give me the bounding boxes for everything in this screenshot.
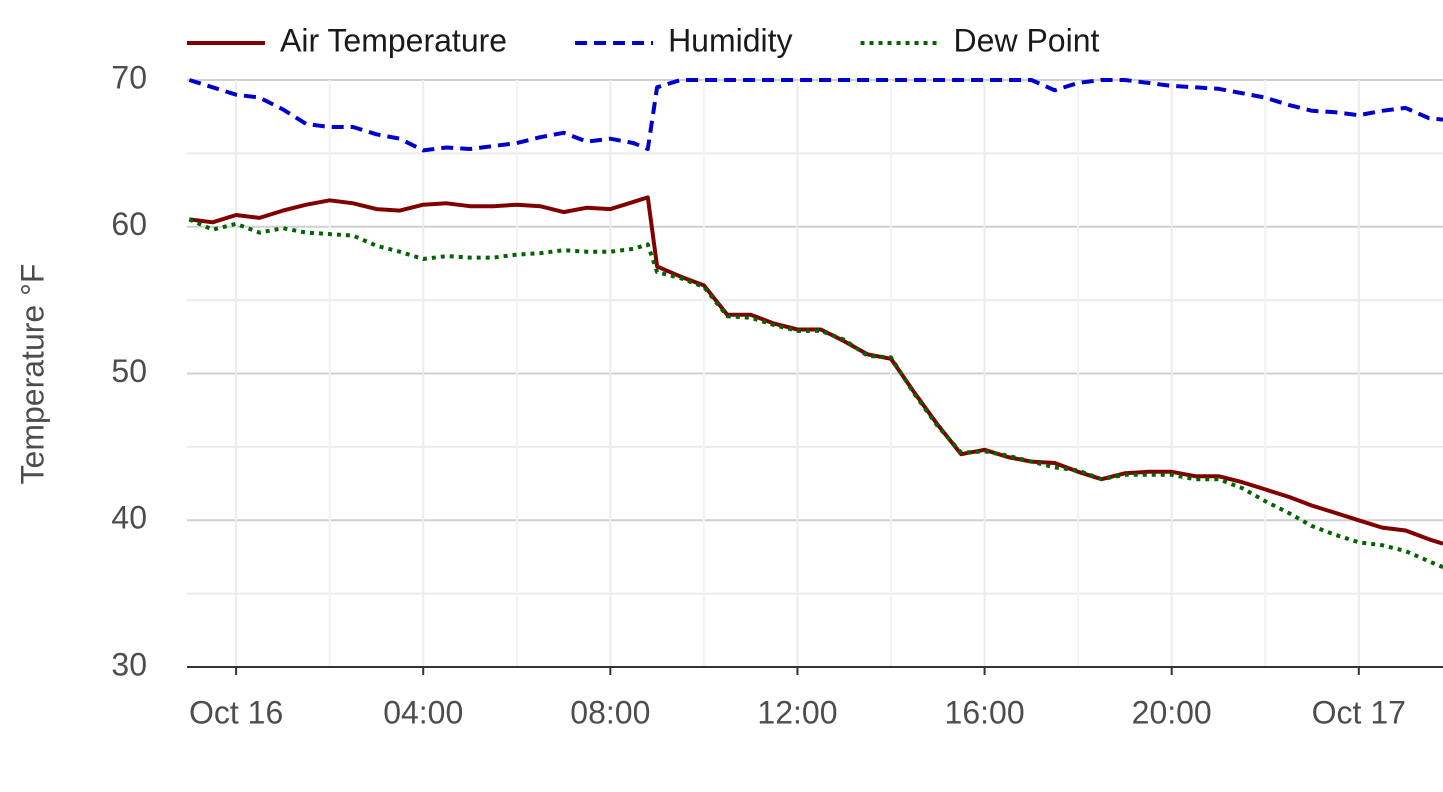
x-tick-label: 12:00: [757, 694, 837, 730]
x-tick-label: 20:00: [1132, 694, 1212, 730]
legend-label: Air Temperature: [280, 22, 507, 58]
x-tick-label: Oct 17: [1312, 694, 1406, 730]
x-tick-label: Oct 16: [189, 694, 283, 730]
data-line: [189, 195, 1443, 546]
x-tick-label: 08:00: [570, 694, 650, 730]
legend-label: Dew Point: [954, 22, 1100, 58]
y-tick-label: 50: [111, 353, 147, 389]
y-tick-label: 60: [111, 206, 147, 242]
y-tick-label: 70: [111, 59, 147, 95]
y-tick-label: 40: [111, 500, 147, 536]
x-tick-label: 16:00: [945, 694, 1025, 730]
x-tick-label: 04:00: [383, 694, 463, 730]
y-axis-label: Temperature °F: [14, 264, 50, 485]
legend-label: Humidity: [668, 22, 792, 58]
y-tick-label: 30: [111, 646, 147, 682]
data-line: [188, 78, 1443, 153]
data-line: [188, 217, 1443, 570]
